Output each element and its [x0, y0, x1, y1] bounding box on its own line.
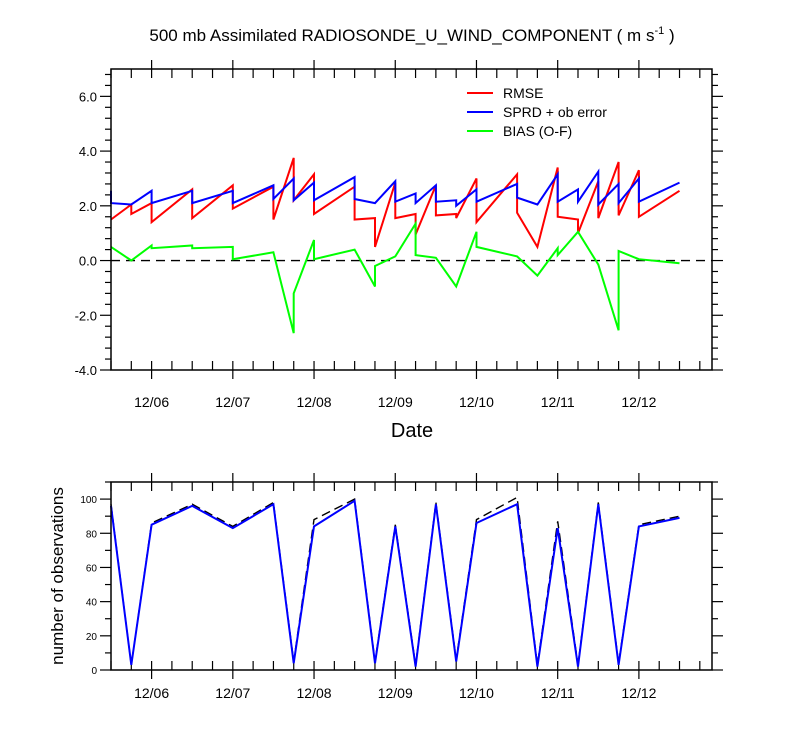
- top-chart-series-bias-o-f: [110, 220, 680, 334]
- legend-label-bias: BIAS (O-F): [503, 123, 572, 139]
- top-chart-xtick-label: 12/09: [378, 394, 413, 410]
- legend-label-sprd: SPRD + ob error: [503, 104, 607, 120]
- top-chart-ytick-label: 6.0: [79, 89, 97, 104]
- top-chart-title: 500 mb Assimilated RADIOSONDE_U_WIND_COM…: [149, 25, 674, 45]
- title-superscript: -1: [654, 25, 664, 37]
- bottom-chart-ytick-label: 20: [86, 632, 98, 643]
- top-chart-series-sprd-ob-error: [110, 168, 680, 208]
- bottom-chart-series-assimilated: [110, 499, 680, 667]
- legend: RMSE SPRD + ob error BIAS (O-F): [467, 85, 607, 139]
- top-chart-ytick-label: 4.0: [79, 144, 97, 159]
- bottom-chart-ticks: 12/06 12/07 12/08 12/09 12/10 12/11 12/12 0 20 40…: [80, 473, 723, 701]
- top-chart-xtick-label: 12/06: [134, 394, 169, 410]
- top-chart-ytick-label: -2.0: [75, 308, 97, 323]
- bottom-chart-ytick-label: 40: [86, 598, 98, 609]
- bottom-chart-xtick-label: 12/08: [297, 685, 332, 701]
- top-chart-ytick-label: 2.0: [79, 199, 97, 214]
- bottom-chart-ylabel: number of observations: [48, 487, 67, 665]
- top-chart-panel: 12/06 12/07 12/08 12/09 12/10 12/11 12/12 -4.0 -…: [75, 60, 723, 410]
- bottom-chart-ytick-label: 60: [86, 563, 98, 574]
- bottom-chart-series-possible: [110, 496, 680, 666]
- top-chart-xtick-label: 12/08: [297, 394, 332, 410]
- title-suffix: ): [664, 26, 674, 45]
- legend-label-rmse: RMSE: [503, 85, 543, 101]
- bottom-chart-xtick-label: 12/12: [621, 685, 656, 701]
- top-chart-xtick-label: 12/12: [621, 394, 656, 410]
- top-chart-frame: [110, 68, 713, 371]
- bottom-chart-xtick-label: 12/11: [541, 685, 575, 701]
- bottom-chart-frame: [110, 481, 713, 671]
- bottom-chart-panel: 12/06 12/07 12/08 12/09 12/10 12/11 12/12 0 20 40…: [80, 473, 723, 701]
- bottom-chart-xtick-label: 12/10: [459, 685, 494, 701]
- bottom-chart-ytick-label: 0: [91, 666, 97, 677]
- bottom-chart-xtick-label: 12/09: [378, 685, 413, 701]
- bottom-chart-xtick-label: 12/06: [134, 685, 169, 701]
- top-chart-xlabel: Date: [391, 420, 433, 442]
- top-chart-xtick-label: 12/07: [215, 394, 250, 410]
- top-chart-ytick-label: -4.0: [75, 363, 97, 378]
- bottom-chart-series: [110, 496, 680, 667]
- top-chart-xtick-label: 12/10: [459, 394, 494, 410]
- bottom-chart-ytick-label: 80: [86, 529, 98, 540]
- top-chart-series: [110, 157, 712, 334]
- top-chart-xtick-label: 12/11: [541, 394, 575, 410]
- top-chart-ytick-label: 0.0: [79, 254, 97, 269]
- bottom-chart-xtick-label: 12/07: [215, 685, 250, 701]
- bottom-chart-ytick-label: 100: [80, 495, 97, 506]
- top-chart-ticks: 12/06 12/07 12/08 12/09 12/10 12/11 12/12 -4.0 -…: [75, 60, 723, 410]
